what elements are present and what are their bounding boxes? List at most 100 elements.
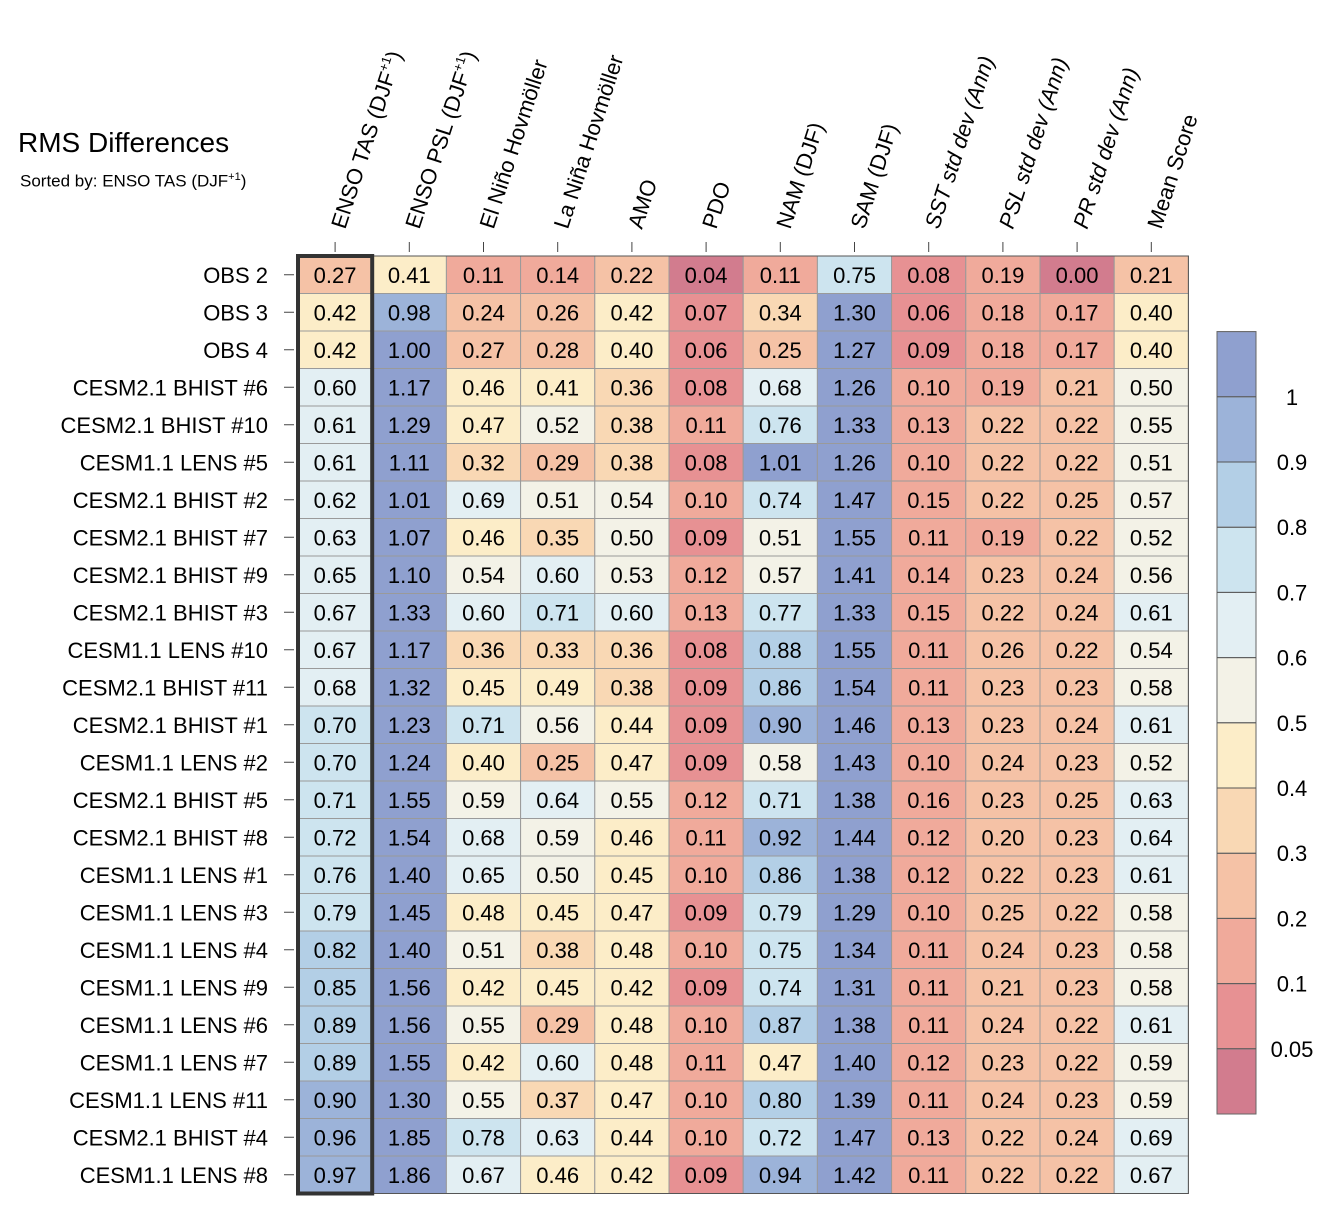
heatmap-cell: 0.38 [594,443,670,482]
cell-rect [1113,518,1189,557]
heatmap-cell: 0.71 [297,780,373,819]
heatmap-cell: 0.23 [1039,1080,1115,1119]
cell-value: 0.49 [536,675,579,700]
heatmap-cell: 1.40 [816,1043,893,1082]
heatmap-cell: 1.55 [371,780,447,819]
cell-value: 0.13 [907,1125,950,1150]
column-label: AMO [623,176,662,231]
cell-value: 0.76 [314,863,357,888]
cell-rect [1039,1043,1115,1082]
cell-value: 0.77 [759,600,802,625]
cell-value: 0.50 [536,863,579,888]
cell-rect [1039,630,1115,669]
heatmap-cell: 0.64 [1113,818,1189,857]
heatmap-cell: 0.24 [965,930,1041,969]
cell-value: 0.47 [462,413,505,438]
heatmap-cell: 0.06 [668,330,744,369]
cell-value: 1.86 [388,1163,431,1188]
heatmap-cell: 0.77 [742,593,818,632]
heatmap-cell: 0.85 [297,968,373,1007]
sorted-column-highlight [296,254,375,1196]
cell-value: 0.09 [685,900,728,925]
cell-value: 0.19 [981,263,1024,288]
heatmap-cell: 0.45 [520,893,596,932]
cell-rect [891,443,967,482]
column-label-superscript: +1 [375,54,394,73]
cell-rect [445,855,522,894]
cell-rect [371,480,447,519]
heatmap-cell: 1.17 [371,368,447,407]
cell-value: 0.55 [610,788,653,813]
column-label: NAM (DJF) [771,119,829,231]
cell-value: 0.23 [1056,675,1099,700]
heatmap-cell: 0.08 [668,368,744,407]
cell-value: 0.23 [1056,1088,1099,1113]
cell-rect [594,893,670,932]
cell-value: 0.61 [314,413,357,438]
cell-rect [445,893,522,932]
cell-value: 0.29 [536,1013,579,1038]
heatmap-cell: 0.51 [1113,443,1189,482]
heatmap-cell: 0.58 [742,743,818,782]
colorbar-tick-label: 0.9 [1277,450,1308,475]
heatmap-cell: 0.42 [594,293,670,332]
cell-value: 0.58 [1130,938,1173,963]
heatmap-cell: 0.36 [594,368,670,407]
row-label: OBS 2 [203,263,268,288]
cell-value: 0.12 [685,788,728,813]
cell-rect [891,555,967,594]
heatmap-cell: 0.61 [1113,593,1189,632]
heatmap-cell: 0.63 [520,1118,596,1157]
heatmap-cell: 1.29 [371,405,447,444]
cell-value: 1.30 [388,1088,431,1113]
cell-rect [816,1043,893,1082]
heatmap-cell: 0.08 [891,255,967,294]
heatmap-cell: 1.55 [816,518,893,557]
cell-value: 1.40 [833,1050,876,1075]
cell-rect [1113,743,1189,782]
cell-rect [1039,930,1115,969]
cell-value: 0.42 [314,338,357,363]
row-label: CESM1.1 LENS #5 [80,450,268,475]
cell-value: 0.48 [462,900,505,925]
heatmap-cell: 0.71 [742,780,818,819]
cell-rect [742,930,818,969]
heatmap-cell: 0.60 [297,368,373,407]
cell-value: 0.24 [981,1013,1024,1038]
heatmap-cell: 0.60 [520,555,596,594]
heatmap-cell: 0.22 [594,255,670,294]
heatmap-cell: 0.61 [1113,1005,1189,1044]
cell-value: 0.11 [908,675,949,700]
column-label-superscript: +1 [450,54,469,73]
heatmap-cell: 0.12 [891,1043,967,1082]
cell-value: 0.90 [314,1088,357,1113]
cell-value: 0.59 [1130,1088,1173,1113]
heatmap-cell: 0.08 [668,630,744,669]
heatmap-cell: 0.38 [594,668,670,707]
cell-value: 0.22 [981,450,1024,475]
heatmap-cell: 0.68 [297,668,373,707]
cell-value: 1.85 [388,1125,431,1150]
cell-rect [371,930,447,969]
heatmap-cell: 0.10 [891,893,967,932]
cell-value: 0.10 [907,750,950,775]
cell-rect [891,893,967,932]
row-label: CESM1.1 LENS #9 [80,975,268,1000]
column-label-text: La Niña Hovmöller [549,52,629,232]
heatmap-cell: 0.11 [891,630,967,669]
cell-rect [965,630,1041,669]
cell-value: 0.11 [908,1163,949,1188]
cell-rect [1039,743,1115,782]
heatmap-cell: 0.89 [297,1005,373,1044]
cell-value: 0.45 [462,675,505,700]
cell-rect [297,255,373,294]
cell-rect [445,705,522,744]
heatmap-cell: 1.17 [371,630,447,669]
cell-rect [520,968,596,1007]
heatmap-cell: 0.04 [668,255,744,294]
heatmap-cells: 0.27 0.41 0.11 0.14 0.22 0.04 0.11 0.75 0.08 0.19… [296,254,1189,1196]
heatmap-cell: 0.00 [1039,255,1115,294]
column-label: PSL std dev (Ann) [994,54,1073,231]
heatmap-cell: 0.55 [445,1080,522,1119]
cell-value: 1.56 [388,975,431,1000]
